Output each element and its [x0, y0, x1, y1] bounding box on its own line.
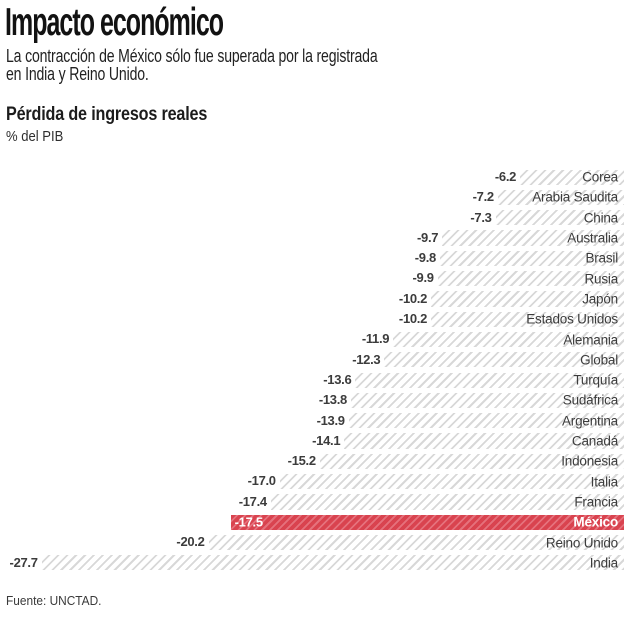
value-label: -10.2	[398, 290, 428, 306]
value-label: -15.2	[287, 453, 316, 469]
bar: Indonesia	[319, 453, 624, 469]
value-label: -7.3	[470, 209, 492, 225]
bar: Arabia Saudita	[497, 189, 624, 206]
category-label: Canadá	[571, 433, 618, 449]
bar-row: Reino Unido -20.2	[0, 532, 627, 552]
bar-row: Indonesia -15.2	[0, 451, 627, 471]
value-label: -11.9	[361, 331, 390, 347]
value-label: -7.2	[472, 189, 495, 205]
bar-row: India -27.7	[0, 553, 627, 573]
value-label: -14.1	[312, 432, 341, 448]
category-label: China	[583, 210, 618, 226]
chart-title-text: Pérdida de ingresos reales	[6, 104, 208, 125]
chart-title: Pérdida de ingresos reales	[6, 104, 243, 126]
bar-row: Brasil -9.8	[0, 248, 627, 268]
category-label: Italia	[590, 474, 619, 490]
bar-row: Corea -6.2	[0, 167, 627, 187]
subtitle-line-text: La contracción de México sólo fue supera…	[6, 45, 378, 66]
subtitle-line: La contracción de México sólo fue supera…	[6, 45, 495, 66]
value-label: -10.2	[398, 311, 428, 327]
category-label: México	[573, 514, 618, 530]
value-label: -17.0	[247, 473, 276, 489]
category-label: Australia	[567, 230, 618, 246]
unit-label: % del PIB	[6, 129, 70, 145]
value-label: -20.2	[176, 534, 205, 550]
bar-row: Global -12.3	[0, 350, 627, 370]
subtitle-line-text: en India y Reino Unido.	[6, 63, 149, 84]
bar: Argentina	[348, 413, 624, 429]
value-label: -12.3	[352, 351, 381, 367]
bar: Francia	[270, 494, 624, 510]
bar-row: Francia -17.4	[0, 492, 627, 512]
category-label: Estados Unidos	[526, 311, 618, 327]
value-label: -27.7	[9, 554, 38, 570]
page-title-text: Impacto económico	[5, 1, 224, 44]
bar-row: Canadá -14.1	[0, 431, 627, 451]
value-label: -17.4	[238, 493, 267, 509]
bar-row: Estados Unidos -10.2	[0, 309, 627, 329]
bar: India	[41, 555, 624, 571]
bar-row: Alemania -11.9	[0, 329, 627, 349]
bar: Canadá	[344, 433, 624, 449]
bar-row: Rusia -9.9	[0, 268, 627, 288]
bar: Italia	[279, 474, 624, 490]
bar: Alemania	[393, 331, 624, 348]
bar-row: México -17.5	[0, 512, 627, 532]
category-label: Francia	[574, 494, 618, 510]
value-label: -6.2	[494, 169, 517, 184]
bar: Rusia	[437, 271, 624, 287]
category-label: Corea	[582, 169, 618, 185]
category-label: Argentina	[562, 413, 618, 429]
bar: Sudáfrica	[350, 392, 624, 409]
bar: Australia	[442, 230, 624, 246]
value-label: -9.8	[414, 250, 437, 266]
category-label: Turquía	[573, 372, 618, 388]
category-label: Indonesia	[561, 453, 618, 469]
unit-label-text: % del PIB	[6, 129, 64, 145]
category-label: Reino Unido	[545, 535, 618, 551]
bar: Corea	[520, 169, 624, 185]
category-label: India	[589, 555, 618, 571]
bar: Turquía	[355, 372, 624, 388]
category-label: Alemania	[563, 332, 618, 348]
bar-row: Australia -9.7	[0, 228, 627, 248]
bar-row: China -7.3	[0, 208, 627, 228]
category-label: Rusia	[584, 271, 618, 287]
bar-row: Italia -17.0	[0, 471, 627, 491]
value-label: -9.7	[416, 229, 439, 245]
source-note-text: Fuente: UNCTAD.	[6, 594, 102, 608]
bar: China	[495, 210, 624, 226]
subtitle: La contracción de México sólo fue supera…	[6, 45, 495, 84]
value-label: -13.6	[323, 371, 352, 387]
category-label: Arabia Saudita	[532, 189, 618, 205]
bar-row: Sudáfrica -13.8	[0, 390, 627, 410]
value-label: -17.5	[234, 514, 263, 530]
bar-row: Japón -10.2	[0, 289, 627, 309]
bar: Japón	[431, 291, 624, 307]
subtitle-line: en India y Reino Unido.	[6, 63, 495, 84]
category-label: Brasil	[585, 250, 618, 266]
bar: Estados Unidos	[431, 311, 624, 327]
category-label: Global	[580, 352, 618, 368]
bar-row: Arabia Saudita -7.2	[0, 187, 627, 207]
bar-chart: Corea -6.2 Arabia Saudita -7.2 China -7.3 Aust…	[0, 167, 627, 573]
bar-highlight: México -17.5	[230, 514, 624, 530]
value-label: -13.9	[316, 412, 345, 428]
page-title: Impacto económico	[5, 1, 346, 45]
source-note: Fuente: UNCTAD.	[6, 594, 107, 608]
bar-row: Argentina -13.9	[0, 411, 627, 431]
value-label: -9.9	[412, 270, 435, 286]
bar: Reino Unido	[208, 534, 624, 551]
category-label: Sudáfrica	[562, 392, 618, 408]
category-label: Japón	[582, 291, 618, 307]
bar: Global	[384, 352, 624, 368]
bar-row: Turquía -13.6	[0, 370, 627, 390]
value-label: -13.8	[318, 392, 347, 408]
bar: Brasil	[439, 250, 624, 266]
